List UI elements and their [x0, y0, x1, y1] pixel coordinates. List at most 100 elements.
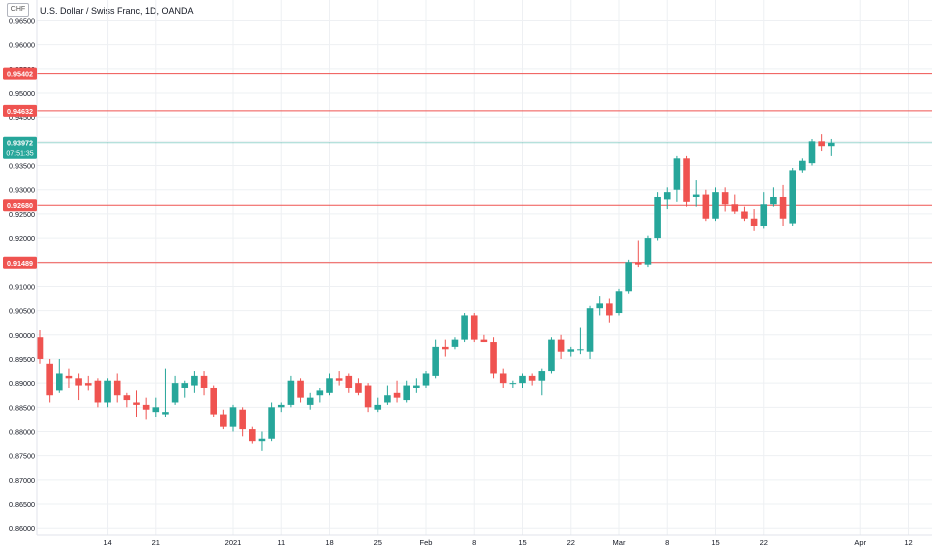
candle-down[interactable] [201, 376, 208, 388]
candle-up[interactable] [809, 141, 816, 163]
candle-up[interactable] [587, 308, 594, 352]
candle-up[interactable] [770, 197, 777, 204]
candle-up[interactable] [645, 238, 652, 265]
candle-down[interactable] [732, 204, 739, 211]
candle-down[interactable] [471, 315, 478, 339]
candle-up[interactable] [654, 197, 661, 238]
candle-down[interactable] [220, 415, 227, 427]
candle-down[interactable] [529, 376, 536, 381]
candle-down[interactable] [297, 381, 304, 398]
candle-down[interactable] [336, 378, 343, 380]
candle-up[interactable] [259, 439, 266, 441]
candle-down[interactable] [818, 141, 825, 146]
candle-down[interactable] [239, 410, 246, 429]
candle-down[interactable] [683, 158, 690, 202]
candle-up[interactable] [432, 347, 439, 376]
x-tick-label: 15 [518, 538, 526, 547]
candle-up[interactable] [423, 373, 430, 385]
y-tick-label: 0.90000 [9, 331, 35, 340]
candle-down[interactable] [751, 219, 758, 226]
candle-up[interactable] [799, 161, 806, 171]
y-tick-label: 0.95000 [9, 89, 35, 98]
candle-up[interactable] [278, 405, 285, 407]
candle-down[interactable] [346, 376, 353, 388]
candle-down[interactable] [75, 378, 82, 385]
candle-up[interactable] [760, 204, 767, 226]
candle-up[interactable] [664, 192, 671, 199]
candle-up[interactable] [326, 378, 333, 393]
candle-up[interactable] [104, 381, 111, 403]
candle-down[interactable] [481, 340, 488, 342]
candle-up[interactable] [162, 412, 169, 414]
candle-up[interactable] [596, 303, 603, 308]
x-tick-label: 14 [103, 538, 111, 547]
candle-up[interactable] [577, 349, 584, 350]
candle-down[interactable] [780, 197, 787, 219]
candle-up[interactable] [384, 395, 391, 402]
y-tick-label: 0.92500 [9, 210, 35, 219]
candle-down[interactable] [46, 364, 53, 395]
candle-down[interactable] [490, 342, 497, 373]
candle-up[interactable] [625, 262, 632, 291]
candle-down[interactable] [124, 395, 131, 400]
candle-up[interactable] [413, 386, 420, 388]
candle-down[interactable] [741, 211, 748, 218]
x-tick-label: Mar [613, 538, 626, 547]
candle-up[interactable] [712, 192, 719, 219]
candle-down[interactable] [355, 383, 362, 393]
candles[interactable] [37, 134, 835, 451]
candle-down[interactable] [606, 303, 613, 315]
candle-up[interactable] [288, 381, 295, 405]
candle-down[interactable] [133, 402, 140, 404]
candle-up[interactable] [548, 340, 555, 371]
candle-up[interactable] [519, 376, 526, 383]
candle-up[interactable] [828, 143, 835, 146]
candle-down[interactable] [442, 347, 449, 349]
candle-down[interactable] [703, 195, 710, 219]
candle-up[interactable] [403, 386, 410, 401]
candle-up[interactable] [191, 376, 198, 386]
candle-down[interactable] [635, 262, 642, 264]
candle-down[interactable] [210, 388, 217, 415]
candle-down[interactable] [37, 337, 44, 359]
candle-up[interactable] [789, 170, 796, 223]
candle-up[interactable] [317, 390, 324, 395]
time-axis[interactable]: 14 21 2021 11 18 25 Feb 8 15 22 Mar 8 15 22 Apr 12 [37, 535, 932, 547]
candle-up[interactable] [693, 195, 700, 197]
candle-up[interactable] [461, 315, 468, 339]
candle-up[interactable] [674, 158, 681, 189]
y-tick-label: 0.88500 [9, 403, 35, 412]
candle-up[interactable] [268, 407, 275, 438]
candle-up[interactable] [539, 371, 546, 381]
candle-up[interactable] [452, 340, 459, 347]
candle-down[interactable] [249, 429, 256, 441]
candle-down[interactable] [558, 340, 565, 352]
candle-down[interactable] [394, 393, 401, 398]
candle-down[interactable] [95, 381, 102, 403]
candle-up[interactable] [230, 407, 237, 426]
candle-up[interactable] [172, 383, 179, 402]
candle-down[interactable] [365, 386, 372, 408]
candle-down[interactable] [500, 373, 507, 383]
candle-up[interactable] [616, 291, 623, 313]
candle-down[interactable] [114, 381, 121, 396]
candle-up[interactable] [307, 398, 314, 405]
candle-up[interactable] [567, 349, 574, 351]
price-level-label: 0.91489 [7, 259, 33, 268]
candle-down[interactable] [66, 376, 73, 378]
candle-down[interactable] [85, 383, 92, 385]
y-tick-label: 0.89000 [9, 379, 35, 388]
x-tick-label: 18 [325, 538, 333, 547]
candle-down[interactable] [143, 405, 150, 410]
candle-up[interactable] [56, 373, 63, 390]
candle-up[interactable] [153, 407, 160, 412]
y-tick-label: 0.89500 [9, 355, 35, 364]
candle-up[interactable] [510, 383, 517, 384]
candle-down[interactable] [722, 192, 729, 204]
x-tick-label: 22 [760, 538, 768, 547]
candle-up[interactable] [181, 383, 188, 388]
candle-up[interactable] [374, 405, 381, 410]
countdown-label: 07:51:35 [6, 151, 33, 158]
x-tick-label: Feb [420, 538, 433, 547]
